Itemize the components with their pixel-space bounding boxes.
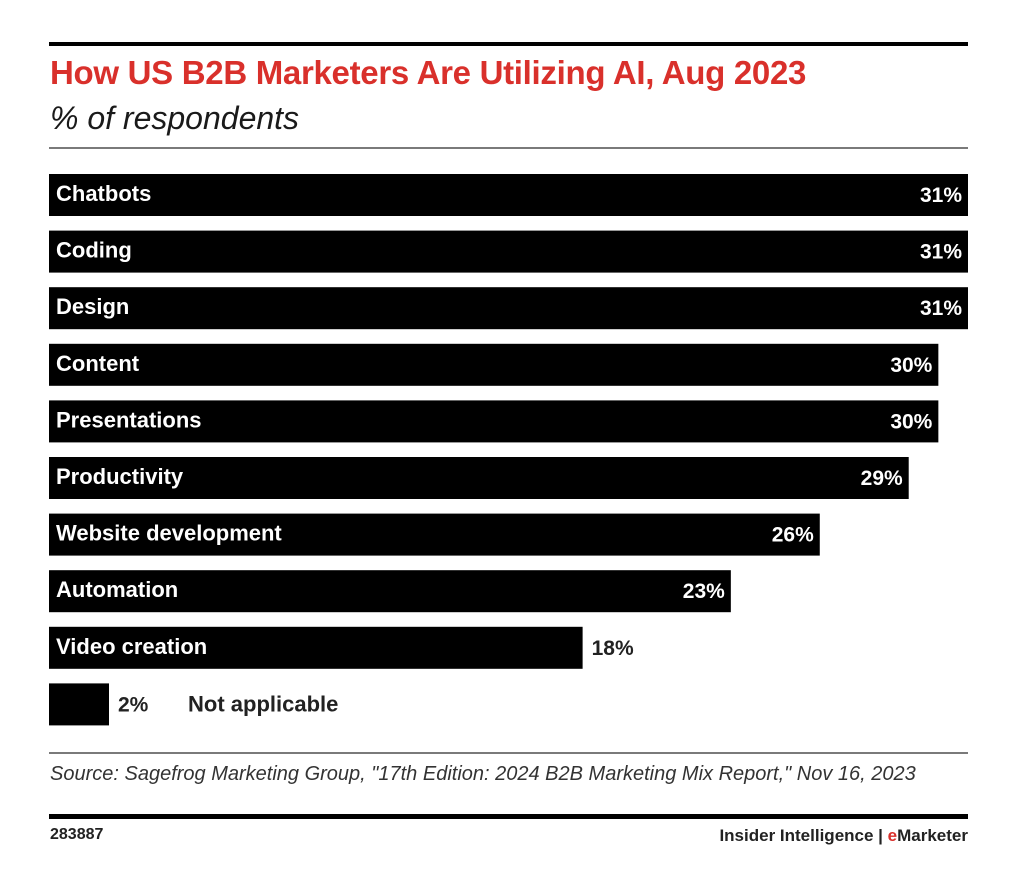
brand-accent-letter: e bbox=[887, 826, 898, 845]
category-label: Design bbox=[56, 294, 129, 319]
chart-title: How US B2B Marketers Are Utilizing AI, A… bbox=[50, 54, 807, 91]
top-rule bbox=[49, 42, 968, 46]
value-label: 18% bbox=[592, 637, 634, 660]
category-label: Website development bbox=[56, 521, 282, 546]
category-label: Content bbox=[56, 351, 140, 376]
source-note: Source: Sagefrog Marketing Group, "17th … bbox=[50, 763, 916, 785]
brand-prefix: Insider Intelligence | bbox=[719, 826, 888, 845]
bar bbox=[49, 457, 909, 499]
subtitle-rule bbox=[49, 147, 968, 149]
bar bbox=[49, 343, 939, 386]
bar bbox=[49, 570, 731, 613]
category-label: Coding bbox=[56, 238, 132, 263]
value-label: 30% bbox=[890, 354, 932, 377]
value-label: 31% bbox=[920, 184, 962, 207]
source-rule bbox=[49, 752, 968, 754]
bar bbox=[49, 287, 968, 330]
bar bbox=[49, 626, 583, 669]
category-label: Productivity bbox=[56, 464, 184, 489]
category-label: Video creation bbox=[56, 634, 207, 659]
value-label: 23% bbox=[683, 580, 725, 603]
bar bbox=[49, 400, 939, 443]
bar bbox=[49, 513, 820, 556]
bar bbox=[49, 230, 968, 273]
value-label: 2% bbox=[118, 693, 149, 716]
brand-suffix: Marketer bbox=[897, 826, 968, 845]
bar bbox=[49, 683, 109, 726]
value-label: 31% bbox=[920, 297, 962, 320]
bar bbox=[49, 174, 968, 216]
category-label: Not applicable bbox=[188, 691, 338, 716]
bottom-rule bbox=[49, 814, 968, 819]
category-label: Chatbots bbox=[56, 181, 151, 206]
value-label: 30% bbox=[890, 410, 932, 433]
value-label: 26% bbox=[772, 524, 814, 547]
value-label: 29% bbox=[861, 467, 903, 490]
value-label: 31% bbox=[920, 241, 962, 264]
brand-credit: Insider Intelligence | eMarketer bbox=[719, 826, 968, 846]
chart-subtitle: % of respondents bbox=[50, 100, 300, 136]
chart-id: 283887 bbox=[50, 826, 104, 843]
category-label: Presentations bbox=[56, 407, 202, 432]
category-label: Automation bbox=[56, 577, 178, 602]
